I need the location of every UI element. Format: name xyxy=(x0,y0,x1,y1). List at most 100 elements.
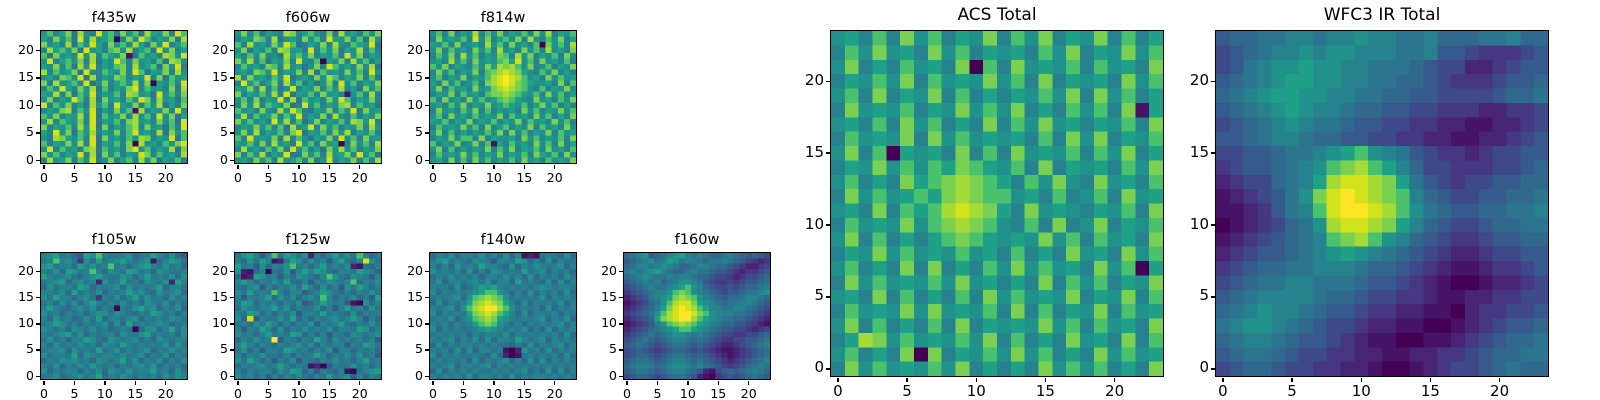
x-tick-label: 5 xyxy=(459,170,468,185)
x-tick-mark xyxy=(298,380,300,385)
y-tick-label: 10 xyxy=(407,96,423,112)
y-tick-label: 0 xyxy=(220,151,228,167)
y-tick-mark xyxy=(424,349,429,351)
panel-title: f814w xyxy=(480,10,526,26)
y-tick-label: 10 xyxy=(18,96,34,112)
x-tick-label: 10 xyxy=(485,386,502,400)
x-tick-mark xyxy=(1113,377,1116,382)
y-tick-label: 20 xyxy=(212,262,228,278)
panel-title: f105w xyxy=(91,232,137,248)
y-tick-mark xyxy=(229,159,234,161)
y-tick-label: 15 xyxy=(407,69,423,84)
y-tick-mark xyxy=(618,296,623,299)
x-tick-label: 15 xyxy=(516,386,533,400)
x-tick-mark xyxy=(104,164,106,169)
y-tick-mark xyxy=(1210,224,1215,226)
x-tick-mark xyxy=(432,164,434,169)
panel-wfc3-ir-total: WFC3 IR Total 0 5 10 15 20 0 5 10 15 20 xyxy=(1190,5,1549,400)
y-tick-label: 15 xyxy=(407,288,423,304)
x-tick-mark xyxy=(656,380,659,385)
x-tick-label: 10 xyxy=(485,170,502,185)
y-tick-label: 10 xyxy=(1189,214,1209,233)
x-tick-mark xyxy=(298,164,300,169)
x-tick-label: 10 xyxy=(290,386,307,400)
panel-title: ACS Total xyxy=(957,5,1037,25)
x-tick-mark xyxy=(553,380,556,385)
x-tick-mark xyxy=(1429,377,1432,382)
y-tick-label: 5 xyxy=(415,124,423,139)
panel-f160w: f160w 0 5 10 15 20 0 5 10 15 20 xyxy=(601,232,771,400)
x-tick-mark xyxy=(134,380,137,385)
heatmap-canvas-f140w xyxy=(430,253,576,379)
x-tick-mark xyxy=(328,164,331,169)
panel-f606w: f606w 0 5 10 15 20 0 5 10 15 20 xyxy=(212,10,382,185)
x-tick-mark xyxy=(837,377,839,382)
x-tick-label: 15 xyxy=(127,170,144,185)
y-tick-mark xyxy=(229,104,234,106)
x-tick-label: 20 xyxy=(740,386,757,400)
x-tick-label: 20 xyxy=(157,170,174,185)
x-tick-mark xyxy=(1498,377,1501,382)
y-tick-label: 0 xyxy=(26,151,34,167)
y-tick-label: 0 xyxy=(415,367,423,383)
x-tick-label: 20 xyxy=(546,386,563,400)
x-tick-mark xyxy=(358,380,361,385)
y-tick-label: 5 xyxy=(1199,286,1209,305)
x-tick-mark xyxy=(43,164,45,169)
x-tick-mark xyxy=(523,164,526,169)
y-tick-label: 5 xyxy=(220,341,228,357)
y-tick-label: 20 xyxy=(18,262,34,278)
x-tick-mark xyxy=(43,380,45,385)
y-tick-mark xyxy=(35,132,40,134)
y-tick-mark xyxy=(229,132,234,134)
y-tick-mark xyxy=(424,77,429,79)
y-tick-mark xyxy=(825,224,830,226)
y-tick-mark xyxy=(424,323,429,325)
x-tick-label: 15 xyxy=(516,170,533,185)
x-tick-mark xyxy=(328,380,331,385)
panel-title: f125w xyxy=(285,232,331,248)
x-tick-mark xyxy=(267,380,270,385)
x-tick-label: 20 xyxy=(1105,382,1125,400)
y-tick-label: 20 xyxy=(1189,70,1209,89)
y-tick-label: 5 xyxy=(609,341,617,357)
x-tick-label: 20 xyxy=(546,170,563,185)
y-tick-label: 20 xyxy=(18,41,34,57)
y-tick-mark xyxy=(1210,296,1215,298)
x-tick-mark xyxy=(717,380,720,385)
panel-acs-total: ACS Total 0 5 10 15 20 0 5 10 15 20 xyxy=(805,5,1164,400)
x-tick-label: 15 xyxy=(321,386,338,400)
y-tick-label: 5 xyxy=(220,124,228,139)
heatmap-canvas-f814w xyxy=(430,31,576,163)
x-tick-label: 15 xyxy=(321,170,338,185)
y-tick-mark xyxy=(1210,80,1215,83)
x-tick-label: 5 xyxy=(70,386,79,400)
x-tick-mark xyxy=(906,377,908,382)
y-tick-mark xyxy=(35,375,40,378)
panel-f435w: f435w 0 5 10 15 20 0 5 10 15 20 xyxy=(18,10,188,185)
x-tick-mark xyxy=(975,377,977,382)
panel-title: f140w xyxy=(480,232,526,248)
x-tick-label: 5 xyxy=(264,170,273,185)
y-tick-label: 15 xyxy=(804,142,824,161)
panel-title: f606w xyxy=(285,10,331,26)
x-tick-mark xyxy=(134,164,137,169)
x-tick-mark xyxy=(73,164,76,169)
y-tick-mark xyxy=(35,349,40,351)
y-tick-mark xyxy=(424,104,429,106)
y-tick-mark xyxy=(825,152,830,154)
y-tick-mark xyxy=(35,296,40,299)
y-tick-label: 0 xyxy=(26,367,34,383)
x-tick-mark xyxy=(267,164,270,169)
x-tick-mark xyxy=(237,164,239,169)
y-tick-label: 0 xyxy=(220,367,228,383)
y-tick-mark xyxy=(618,270,623,273)
y-tick-label: 5 xyxy=(415,341,423,357)
x-tick-mark xyxy=(73,380,76,385)
y-tick-mark xyxy=(35,104,40,106)
y-tick-label: 20 xyxy=(804,70,824,89)
x-tick-label: 20 xyxy=(351,386,368,400)
x-tick-mark xyxy=(1044,377,1047,382)
y-tick-mark xyxy=(35,49,40,51)
y-tick-mark xyxy=(1210,368,1215,370)
